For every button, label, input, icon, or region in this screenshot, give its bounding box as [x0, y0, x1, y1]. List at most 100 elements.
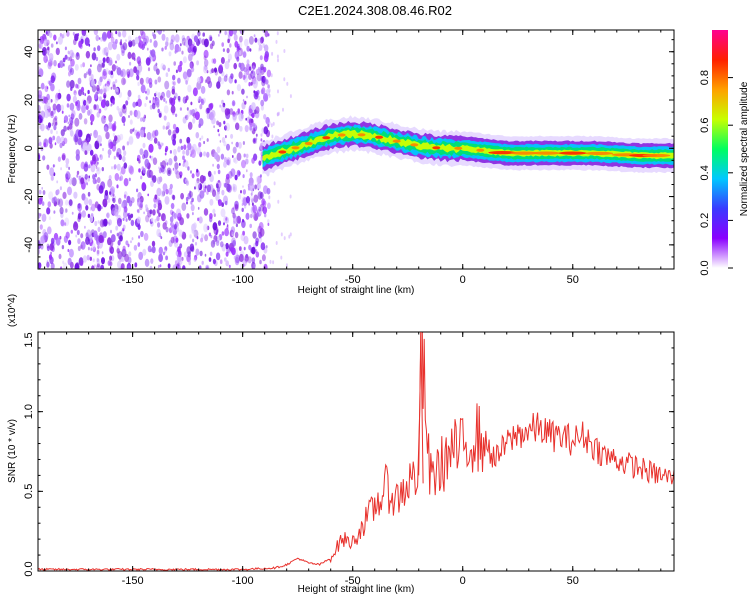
- noise-speckle: [142, 167, 146, 174]
- noise-speckle: [209, 43, 214, 50]
- noise-speckle: [264, 213, 267, 218]
- noise-speckle: [198, 183, 203, 191]
- noise-speckle: [238, 218, 241, 224]
- noise-speckle: [238, 112, 244, 122]
- noise-speckle: [255, 133, 258, 137]
- noise-speckle: [242, 174, 245, 179]
- noise-speckle: [83, 73, 87, 79]
- noise-speckle: [148, 143, 154, 153]
- noise-speckle: [110, 186, 115, 195]
- noise-speckle: [173, 148, 177, 156]
- noise-speckle: [125, 240, 129, 246]
- noise-speckle: [208, 184, 214, 193]
- noise-speckle: [103, 218, 108, 227]
- noise-speckle: [182, 150, 186, 155]
- noise-speckle: [275, 241, 278, 245]
- noise-speckle: [186, 254, 191, 263]
- noise-speckle: [96, 257, 100, 263]
- noise-speckle: [182, 155, 185, 161]
- noise-speckle: [96, 63, 102, 73]
- noise-speckle: [246, 169, 248, 173]
- noise-speckle: [108, 174, 112, 181]
- noise-speckle: [259, 174, 262, 178]
- noise-speckle: [230, 226, 236, 235]
- noise-speckle: [223, 161, 227, 168]
- ridge-hotspot: [278, 150, 287, 154]
- noise-speckle: [169, 150, 172, 154]
- noise-speckle: [69, 56, 73, 62]
- noise-speckle: [64, 210, 67, 214]
- noise-speckle: [233, 215, 238, 224]
- noise-speckle: [165, 126, 168, 130]
- noise-speckle: [66, 80, 71, 88]
- noise-speckle: [182, 231, 185, 235]
- noise-speckle: [68, 248, 74, 258]
- noise-speckle: [57, 156, 62, 162]
- noise-speckle: [162, 30, 165, 33]
- colorbar-gradient: [712, 30, 728, 268]
- noise-speckle: [217, 220, 222, 226]
- noise-speckle: [264, 30, 269, 38]
- noise-speckle: [111, 249, 114, 253]
- noise-speckle: [105, 52, 109, 57]
- noise-speckle: [217, 199, 222, 207]
- noise-speckle: [163, 216, 166, 221]
- noise-speckle: [104, 117, 107, 122]
- noise-speckle: [117, 30, 121, 37]
- noise-speckle: [89, 215, 94, 223]
- noise-speckle: [111, 166, 113, 170]
- noise-speckle: [125, 218, 128, 222]
- noise-speckle: [70, 177, 73, 181]
- noise-speckle: [196, 177, 200, 184]
- noise-speckle: [193, 222, 197, 230]
- ridge-hotspot: [304, 141, 313, 146]
- noise-speckle: [144, 158, 150, 168]
- noise-speckle: [170, 34, 176, 43]
- snr-x-axis-label: Height of straight line (km): [298, 584, 415, 595]
- noise-speckle: [239, 30, 245, 35]
- noise-speckle: [119, 235, 123, 242]
- noise-speckle: [45, 31, 48, 35]
- noise-speckle: [232, 146, 237, 154]
- noise-speckle: [148, 132, 154, 142]
- noise-speckle: [176, 226, 180, 232]
- noise-speckle: [181, 35, 185, 41]
- noise-speckle: [80, 161, 86, 170]
- noise-speckle: [289, 194, 292, 199]
- noise-speckle: [112, 41, 117, 50]
- noise-speckle: [229, 43, 232, 48]
- noise-speckle: [234, 40, 239, 48]
- noise-speckle: [108, 219, 112, 226]
- noise-speckle: [108, 70, 111, 75]
- noise-speckle: [151, 32, 155, 37]
- noise-speckle: [98, 79, 102, 87]
- noise-speckle: [185, 180, 189, 186]
- noise-speckle: [102, 57, 106, 63]
- noise-speckle: [84, 37, 90, 46]
- noise-speckle: [119, 171, 122, 175]
- noise-speckle: [225, 260, 229, 267]
- noise-speckle: [123, 162, 128, 169]
- noise-speckle: [54, 142, 57, 146]
- noise-speckle: [122, 155, 126, 162]
- noise-speckle: [256, 72, 262, 82]
- noise-speckle: [250, 118, 254, 124]
- noise-speckle: [200, 99, 205, 106]
- noise-speckle: [84, 150, 88, 156]
- noise-speckle: [46, 260, 49, 264]
- noise-speckle: [258, 66, 260, 71]
- noise-speckle: [98, 108, 102, 114]
- noise-speckle: [78, 113, 83, 120]
- noise-speckle: [114, 173, 120, 181]
- noise-speckle: [41, 201, 45, 206]
- noise-speckle: [138, 168, 141, 173]
- noise-speckle: [50, 251, 52, 255]
- noise-speckle: [232, 206, 235, 210]
- colorbar-ticks: 0.0 0.2 0.4 0.6 0.8: [699, 70, 733, 276]
- noise-speckle: [233, 34, 238, 41]
- noise-speckle: [186, 213, 190, 219]
- noise-speckle: [187, 142, 192, 151]
- noise-speckle: [121, 68, 126, 78]
- noise-speckle: [129, 165, 134, 175]
- noise-speckle: [97, 226, 101, 232]
